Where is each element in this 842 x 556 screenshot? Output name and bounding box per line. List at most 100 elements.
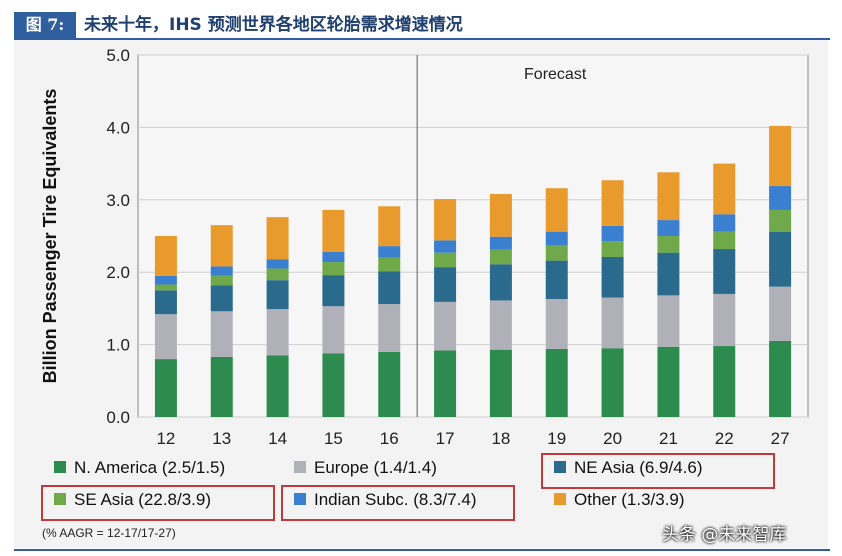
bar-segment-2-0 xyxy=(154,290,177,315)
bar-segment-2-11 xyxy=(769,231,792,287)
bar-segment-5-4 xyxy=(378,206,401,247)
legend-swatch-1 xyxy=(294,461,306,473)
bar-segment-4-0 xyxy=(154,275,177,285)
bar-segment-4-1 xyxy=(210,266,233,276)
x-tick-label: 21 xyxy=(659,429,678,448)
bar-segment-5-10 xyxy=(713,163,736,215)
bar-segment-4-9 xyxy=(657,220,680,236)
bar-segment-3-11 xyxy=(769,209,792,232)
y-tick-label: 2.0 xyxy=(106,263,130,282)
watermark: 头条 @未来智库 xyxy=(662,525,787,545)
bottom-rule xyxy=(14,549,830,551)
bar-segment-3-5 xyxy=(434,252,457,268)
y-tick-label: 1.0 xyxy=(106,336,130,355)
bar-segment-0-7 xyxy=(545,348,568,417)
bar-segment-4-6 xyxy=(489,236,512,250)
bar-segment-4-4 xyxy=(378,246,401,258)
x-tick-label: 13 xyxy=(212,429,231,448)
bar-segment-5-5 xyxy=(434,199,457,241)
y-axis-title: Billion Passenger Tire Equivalents xyxy=(40,89,60,384)
bar-segment-0-6 xyxy=(489,349,512,417)
bar-segment-5-8 xyxy=(601,180,624,226)
x-tick-label: 17 xyxy=(436,429,455,448)
bar-segment-3-9 xyxy=(657,236,680,253)
bar-segment-2-1 xyxy=(210,285,233,312)
legend-swatch-0 xyxy=(54,461,66,473)
legend-label-0: N. America (2.5/1.5) xyxy=(74,458,225,477)
figure-header: 图 7: 未来十年，IHS 预测世界各地区轮胎需求增速情况 xyxy=(14,12,830,40)
bar-segment-4-5 xyxy=(434,240,457,253)
bar-segment-0-11 xyxy=(769,340,792,417)
bar-segment-2-8 xyxy=(601,256,624,298)
legend-label-5: Other (1.3/3.9) xyxy=(574,490,685,509)
bar-segment-0-8 xyxy=(601,348,624,417)
legend-swatch-4 xyxy=(294,493,306,505)
bar-segment-2-6 xyxy=(489,264,512,301)
plot-area xyxy=(137,54,809,418)
forecast-label: Forecast xyxy=(524,66,587,83)
bar-segment-3-3 xyxy=(322,262,345,276)
aagr-note: (% AAGR = 12-17/17-27) xyxy=(42,526,176,540)
bar-segment-1-7 xyxy=(545,298,568,349)
bar-segment-1-9 xyxy=(657,295,680,347)
legend-swatch-2 xyxy=(554,461,566,473)
y-tick-label: 3.0 xyxy=(106,191,130,210)
bar-segment-4-10 xyxy=(713,214,736,232)
bar-segment-2-2 xyxy=(266,280,289,310)
bar-segment-1-6 xyxy=(489,300,512,350)
bar-segment-4-2 xyxy=(266,259,289,269)
bar-segment-5-6 xyxy=(489,194,512,237)
bar-segment-2-7 xyxy=(545,260,568,299)
bar-segment-0-5 xyxy=(434,350,457,417)
x-tick-label: 16 xyxy=(380,429,399,448)
legend-label-3: SE Asia (22.8/3.9) xyxy=(74,490,211,509)
bar-segment-5-11 xyxy=(769,125,792,187)
bar-segment-0-10 xyxy=(713,346,736,417)
legend-label-1: Europe (1.4/1.4) xyxy=(314,458,437,477)
bar-segment-1-3 xyxy=(322,306,345,354)
x-tick-label: 15 xyxy=(324,429,343,448)
bar-segment-2-9 xyxy=(657,252,680,296)
bar-segment-2-10 xyxy=(713,249,736,294)
figure-title: 未来十年，IHS 预测世界各地区轮胎需求增速情况 xyxy=(84,15,463,35)
bar-segment-5-0 xyxy=(154,236,177,276)
bar-segment-4-11 xyxy=(769,186,792,210)
bar-segment-5-1 xyxy=(210,225,233,267)
legend-highlight-box-4 xyxy=(281,485,515,521)
legend-highlight-box-2 xyxy=(541,453,775,489)
bar-segment-5-9 xyxy=(657,172,680,221)
bar-segment-5-2 xyxy=(266,217,289,260)
bar-segment-2-4 xyxy=(378,271,401,305)
bar-segment-0-9 xyxy=(657,346,680,417)
bar-segment-4-3 xyxy=(322,251,345,263)
y-tick-label: 0.0 xyxy=(106,408,130,427)
bar-segment-3-6 xyxy=(489,249,512,265)
x-tick-label: 20 xyxy=(603,429,622,448)
stacked-bar-chart: 0.0 1.0 2.0 3.0 4.0 5.0 Billion Passenger Tire… xyxy=(40,46,809,540)
bar-segment-0-0 xyxy=(154,359,177,417)
bar-segment-1-1 xyxy=(210,311,233,357)
bar-segment-0-2 xyxy=(266,355,289,417)
bar-segment-4-7 xyxy=(545,231,568,246)
bar-segment-3-8 xyxy=(601,241,624,257)
bar-segment-3-7 xyxy=(545,245,568,261)
x-tick-label: 14 xyxy=(268,429,287,448)
bar-segment-3-1 xyxy=(210,275,233,286)
legend-label-4: Indian Subc. (8.3/7.4) xyxy=(314,490,477,509)
x-tick-label: 18 xyxy=(491,429,510,448)
y-tick-label: 5.0 xyxy=(106,46,130,65)
legend-swatch-3 xyxy=(54,493,66,505)
legend-highlight-box-3 xyxy=(41,485,275,521)
bar-segment-1-10 xyxy=(713,293,736,347)
x-tick-label: 22 xyxy=(715,429,734,448)
bar-segment-1-5 xyxy=(434,301,457,351)
bar-segment-1-8 xyxy=(601,297,624,349)
bar-segment-5-3 xyxy=(322,209,345,252)
bar-segment-3-4 xyxy=(378,257,401,272)
bar-segment-3-0 xyxy=(154,284,177,291)
legend-label-2: NE Asia (6.9/4.6) xyxy=(574,458,703,477)
x-tick-label: 12 xyxy=(156,429,175,448)
bar-segment-1-4 xyxy=(378,304,401,352)
bar-segment-1-2 xyxy=(266,309,289,356)
bar-segment-0-4 xyxy=(378,351,401,417)
